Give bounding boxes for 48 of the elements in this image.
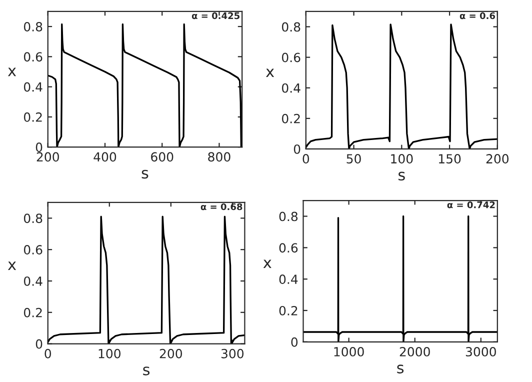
- x-tick-label: 300: [221, 348, 244, 358]
- x-axis-title: s: [398, 172, 405, 181]
- x-tick-label: 150: [438, 154, 461, 164]
- x-tick-label: 200: [486, 154, 509, 164]
- y-tick-label: 0: [294, 144, 300, 154]
- y-tick-label: 0.2: [282, 114, 300, 124]
- x-tick-label: 600: [151, 152, 174, 162]
- y-tick-label: 0.2: [24, 112, 42, 122]
- x-tick-label: 100: [391, 154, 413, 164]
- y-tick-label: 0: [36, 142, 42, 152]
- x-axis-title: s: [142, 170, 148, 179]
- x-tick-label: 0: [302, 154, 310, 164]
- y-tick-label: 0: [36, 339, 42, 349]
- y-tick-label: 0.6: [282, 52, 300, 62]
- x-tick-label: 50: [346, 154, 361, 164]
- x-tick-label: 200: [160, 348, 182, 358]
- x-tick-label: 1000: [334, 346, 364, 356]
- y-tick-label: 0.8: [24, 22, 42, 32]
- y-tick-label: 0.2: [279, 306, 298, 316]
- x-tick-label: 2000: [400, 346, 430, 356]
- x-axis-title: s: [143, 366, 150, 376]
- annotation: α = 0.68: [200, 203, 242, 210]
- y-tick-label: 0.6: [24, 245, 42, 254]
- y-tick-label: 0.8: [24, 214, 42, 224]
- y-tick-label: 0.4: [279, 274, 298, 284]
- x-tick-label: 3000: [466, 346, 496, 356]
- y-tick-label: 0.6: [279, 243, 298, 253]
- y-axis-title: x: [266, 68, 274, 78]
- annotation: α = 0.742: [447, 201, 495, 208]
- y-tick-label: 0.4: [282, 83, 300, 93]
- annotation: α = 0.425: [192, 12, 240, 20]
- y-tick-label: 0.8: [279, 212, 298, 222]
- x-tick-label: 400: [94, 152, 116, 162]
- annotation: α = 0.6: [460, 12, 496, 20]
- x-axis-title: s: [397, 364, 404, 374]
- y-axis-title: x: [263, 260, 272, 268]
- y-tick-label: 0: [291, 337, 298, 347]
- y-tick-label: 0.8: [282, 22, 300, 32]
- y-tick-label: 0.4: [24, 276, 42, 286]
- x-tick-label: 200: [36, 152, 59, 162]
- y-axis-title: x: [8, 262, 16, 270]
- x-tick-label: 800: [208, 152, 230, 162]
- y-tick-label: 0.6: [24, 52, 42, 62]
- y-axis-title: x: [8, 68, 16, 76]
- x-tick-label: 0: [44, 348, 52, 358]
- y-tick-label: 0.4: [24, 82, 42, 92]
- y-tick-label: 0.2: [24, 308, 42, 318]
- x-tick-label: 100: [98, 348, 120, 358]
